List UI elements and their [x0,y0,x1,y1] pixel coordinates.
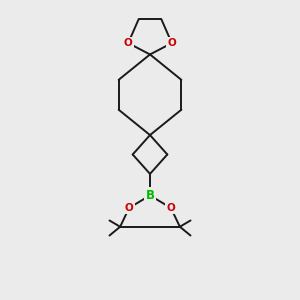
Text: O: O [167,203,175,213]
Text: O: O [125,203,134,213]
Text: O: O [167,38,176,48]
Text: B: B [146,189,154,202]
Text: O: O [124,38,133,48]
